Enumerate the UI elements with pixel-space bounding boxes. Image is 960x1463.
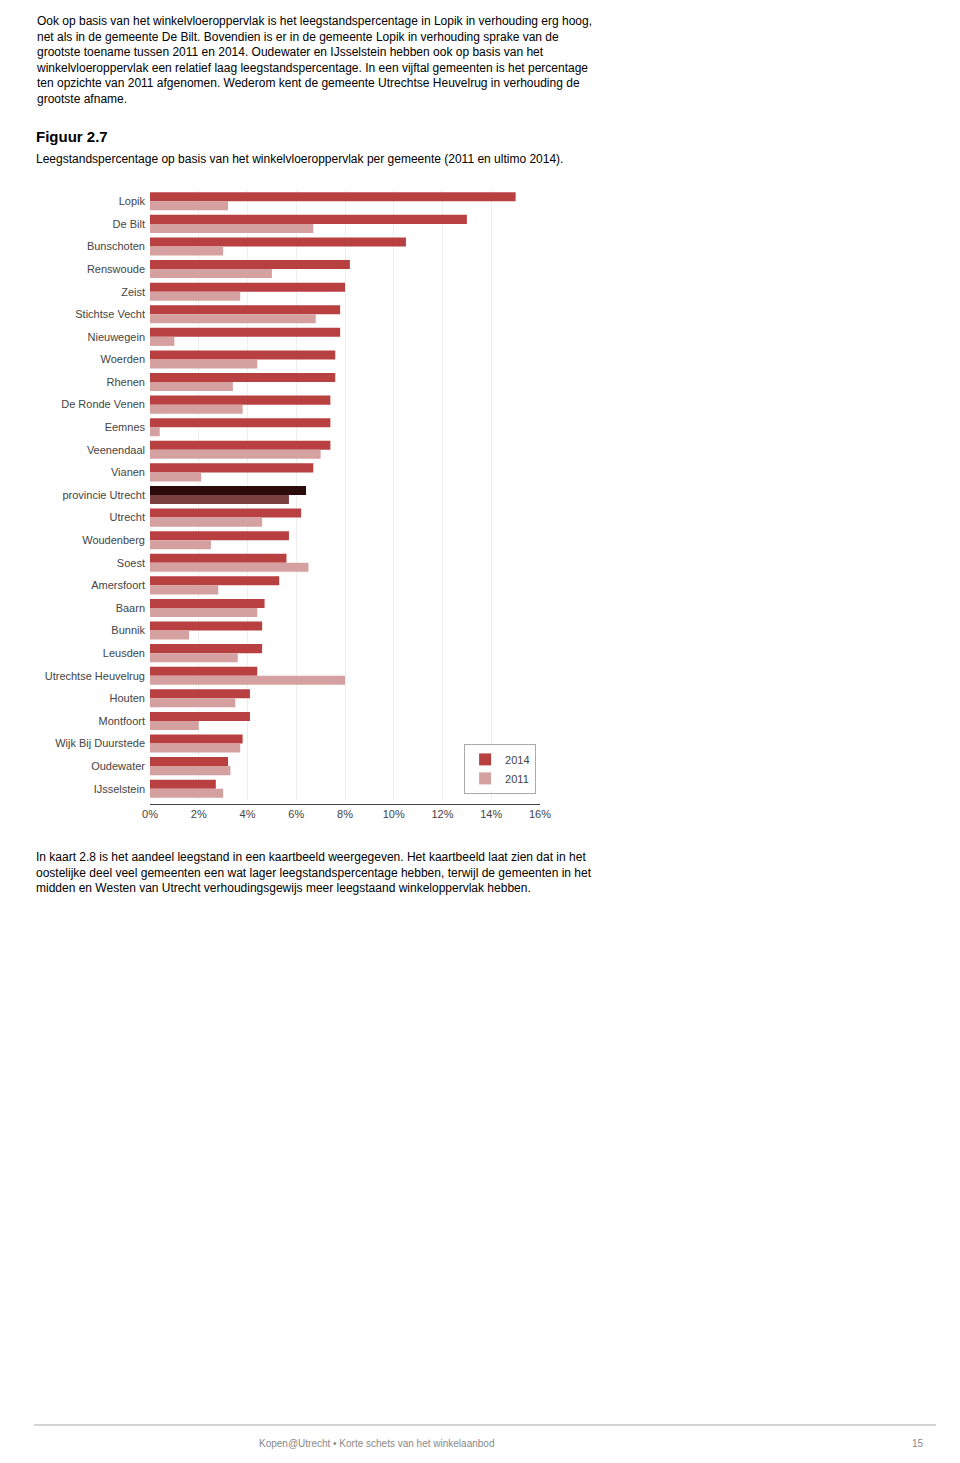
svg-text:2%: 2%	[191, 808, 207, 820]
svg-text:2014: 2014	[505, 754, 529, 766]
svg-text:6%: 6%	[288, 808, 304, 820]
svg-text:Kopen@Utrecht • Korte schets v: Kopen@Utrecht • Korte schets van het win…	[259, 1438, 494, 1449]
svg-text:Utrecht: Utrecht	[110, 511, 145, 523]
svg-text:4%: 4%	[240, 808, 256, 820]
svg-text:Soest: Soest	[117, 557, 145, 569]
svg-text:10%: 10%	[383, 808, 405, 820]
svg-text:Oudewater: Oudewater	[91, 760, 145, 772]
svg-text:15: 15	[912, 1438, 924, 1449]
svg-text:De Ronde Venen: De Ronde Venen	[61, 398, 145, 410]
svg-text:Nieuwegein: Nieuwegein	[88, 331, 145, 343]
svg-text:Eemnes: Eemnes	[105, 421, 146, 433]
svg-text:In kaart 2.8 is het aandeel le: In kaart 2.8 is het aandeel leegstand in…	[36, 850, 592, 895]
svg-text:De Bilt: De Bilt	[113, 218, 145, 230]
svg-text:Rhenen: Rhenen	[106, 376, 145, 388]
svg-text:8%: 8%	[337, 808, 353, 820]
svg-text:Vianen: Vianen	[111, 466, 145, 478]
svg-text:16%: 16%	[529, 808, 551, 820]
svg-text:Leusden: Leusden	[103, 647, 145, 659]
svg-text:Woerden: Woerden	[101, 353, 145, 365]
svg-text:Utrechtse Heuvelrug: Utrechtse Heuvelrug	[45, 670, 145, 682]
svg-text:Wijk Bij Duurstede: Wijk Bij Duurstede	[55, 737, 145, 749]
svg-text:Figuur 2.7: Figuur 2.7	[36, 128, 108, 145]
svg-text:14%: 14%	[480, 808, 502, 820]
svg-text:Veenendaal: Veenendaal	[87, 444, 145, 456]
svg-text:Amersfoort: Amersfoort	[91, 579, 145, 591]
svg-text:Montfoort: Montfoort	[99, 715, 145, 727]
svg-text:2011: 2011	[505, 773, 529, 785]
svg-text:Woudenberg: Woudenberg	[82, 534, 145, 546]
svg-text:Leegstandspercentage op basis: Leegstandspercentage op basis van het wi…	[36, 152, 563, 166]
svg-text:12%: 12%	[431, 808, 453, 820]
svg-text:Renswoude: Renswoude	[87, 263, 145, 275]
svg-text:Bunschoten: Bunschoten	[87, 240, 145, 252]
svg-text:provincie Utrecht: provincie Utrecht	[62, 489, 145, 501]
svg-text:Baarn: Baarn	[116, 602, 145, 614]
svg-text:Zeist: Zeist	[121, 286, 145, 298]
svg-text:0%: 0%	[142, 808, 158, 820]
svg-text:Stichtse Vecht: Stichtse Vecht	[75, 308, 145, 320]
svg-text:IJsselstein: IJsselstein	[94, 783, 145, 795]
svg-text:Houten: Houten	[110, 692, 145, 704]
svg-text:Ook op basis van het winkelvlo: Ook op basis van het winkelvloeroppervla…	[36, 14, 592, 106]
svg-text:Lopik: Lopik	[119, 195, 146, 207]
svg-text:Bunnik: Bunnik	[111, 624, 145, 636]
